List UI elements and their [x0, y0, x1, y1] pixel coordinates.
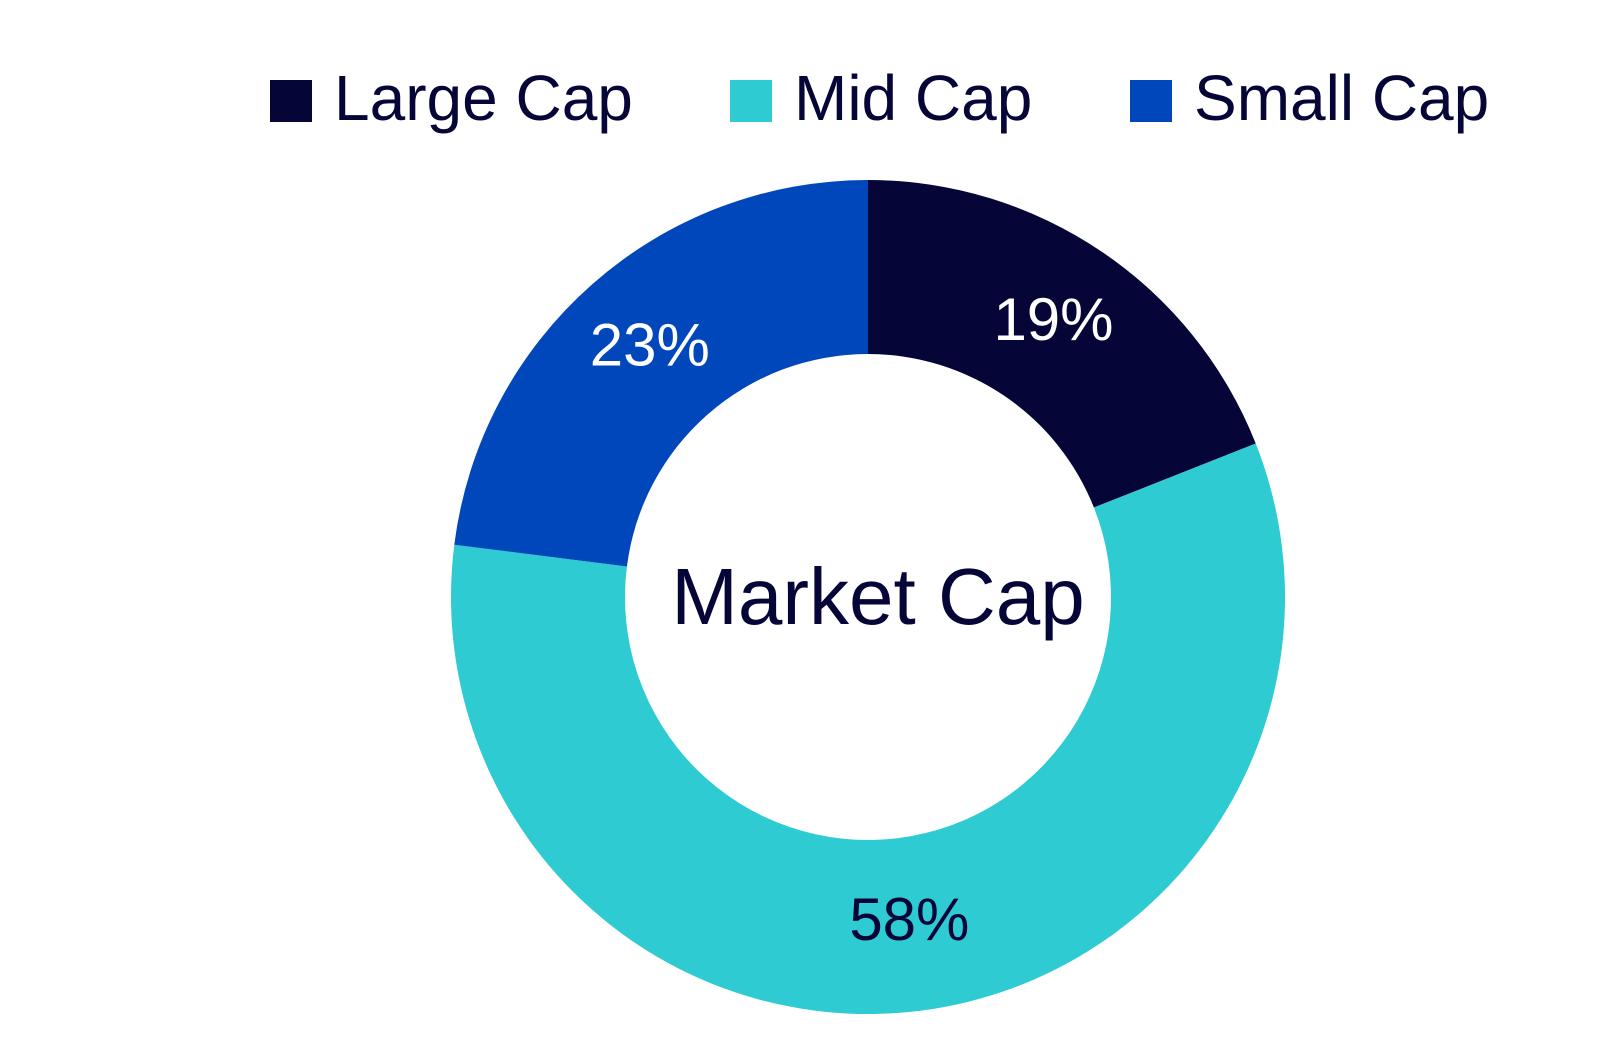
donut-slice — [451, 443, 1285, 1014]
donut-slice — [868, 180, 1256, 508]
legend-label: Mid Cap — [794, 62, 1032, 134]
legend-swatch — [730, 80, 772, 122]
legend-swatch — [270, 80, 312, 122]
value-label: 23% — [590, 311, 710, 378]
donut-slice — [454, 180, 868, 567]
center-title: Market Cap — [671, 552, 1084, 641]
value-label: 58% — [849, 886, 969, 953]
legend-label: Small Cap — [1194, 62, 1489, 134]
legend-label: Large Cap — [334, 62, 633, 134]
legend-swatch — [1130, 80, 1172, 122]
value-label: 19% — [993, 286, 1113, 353]
